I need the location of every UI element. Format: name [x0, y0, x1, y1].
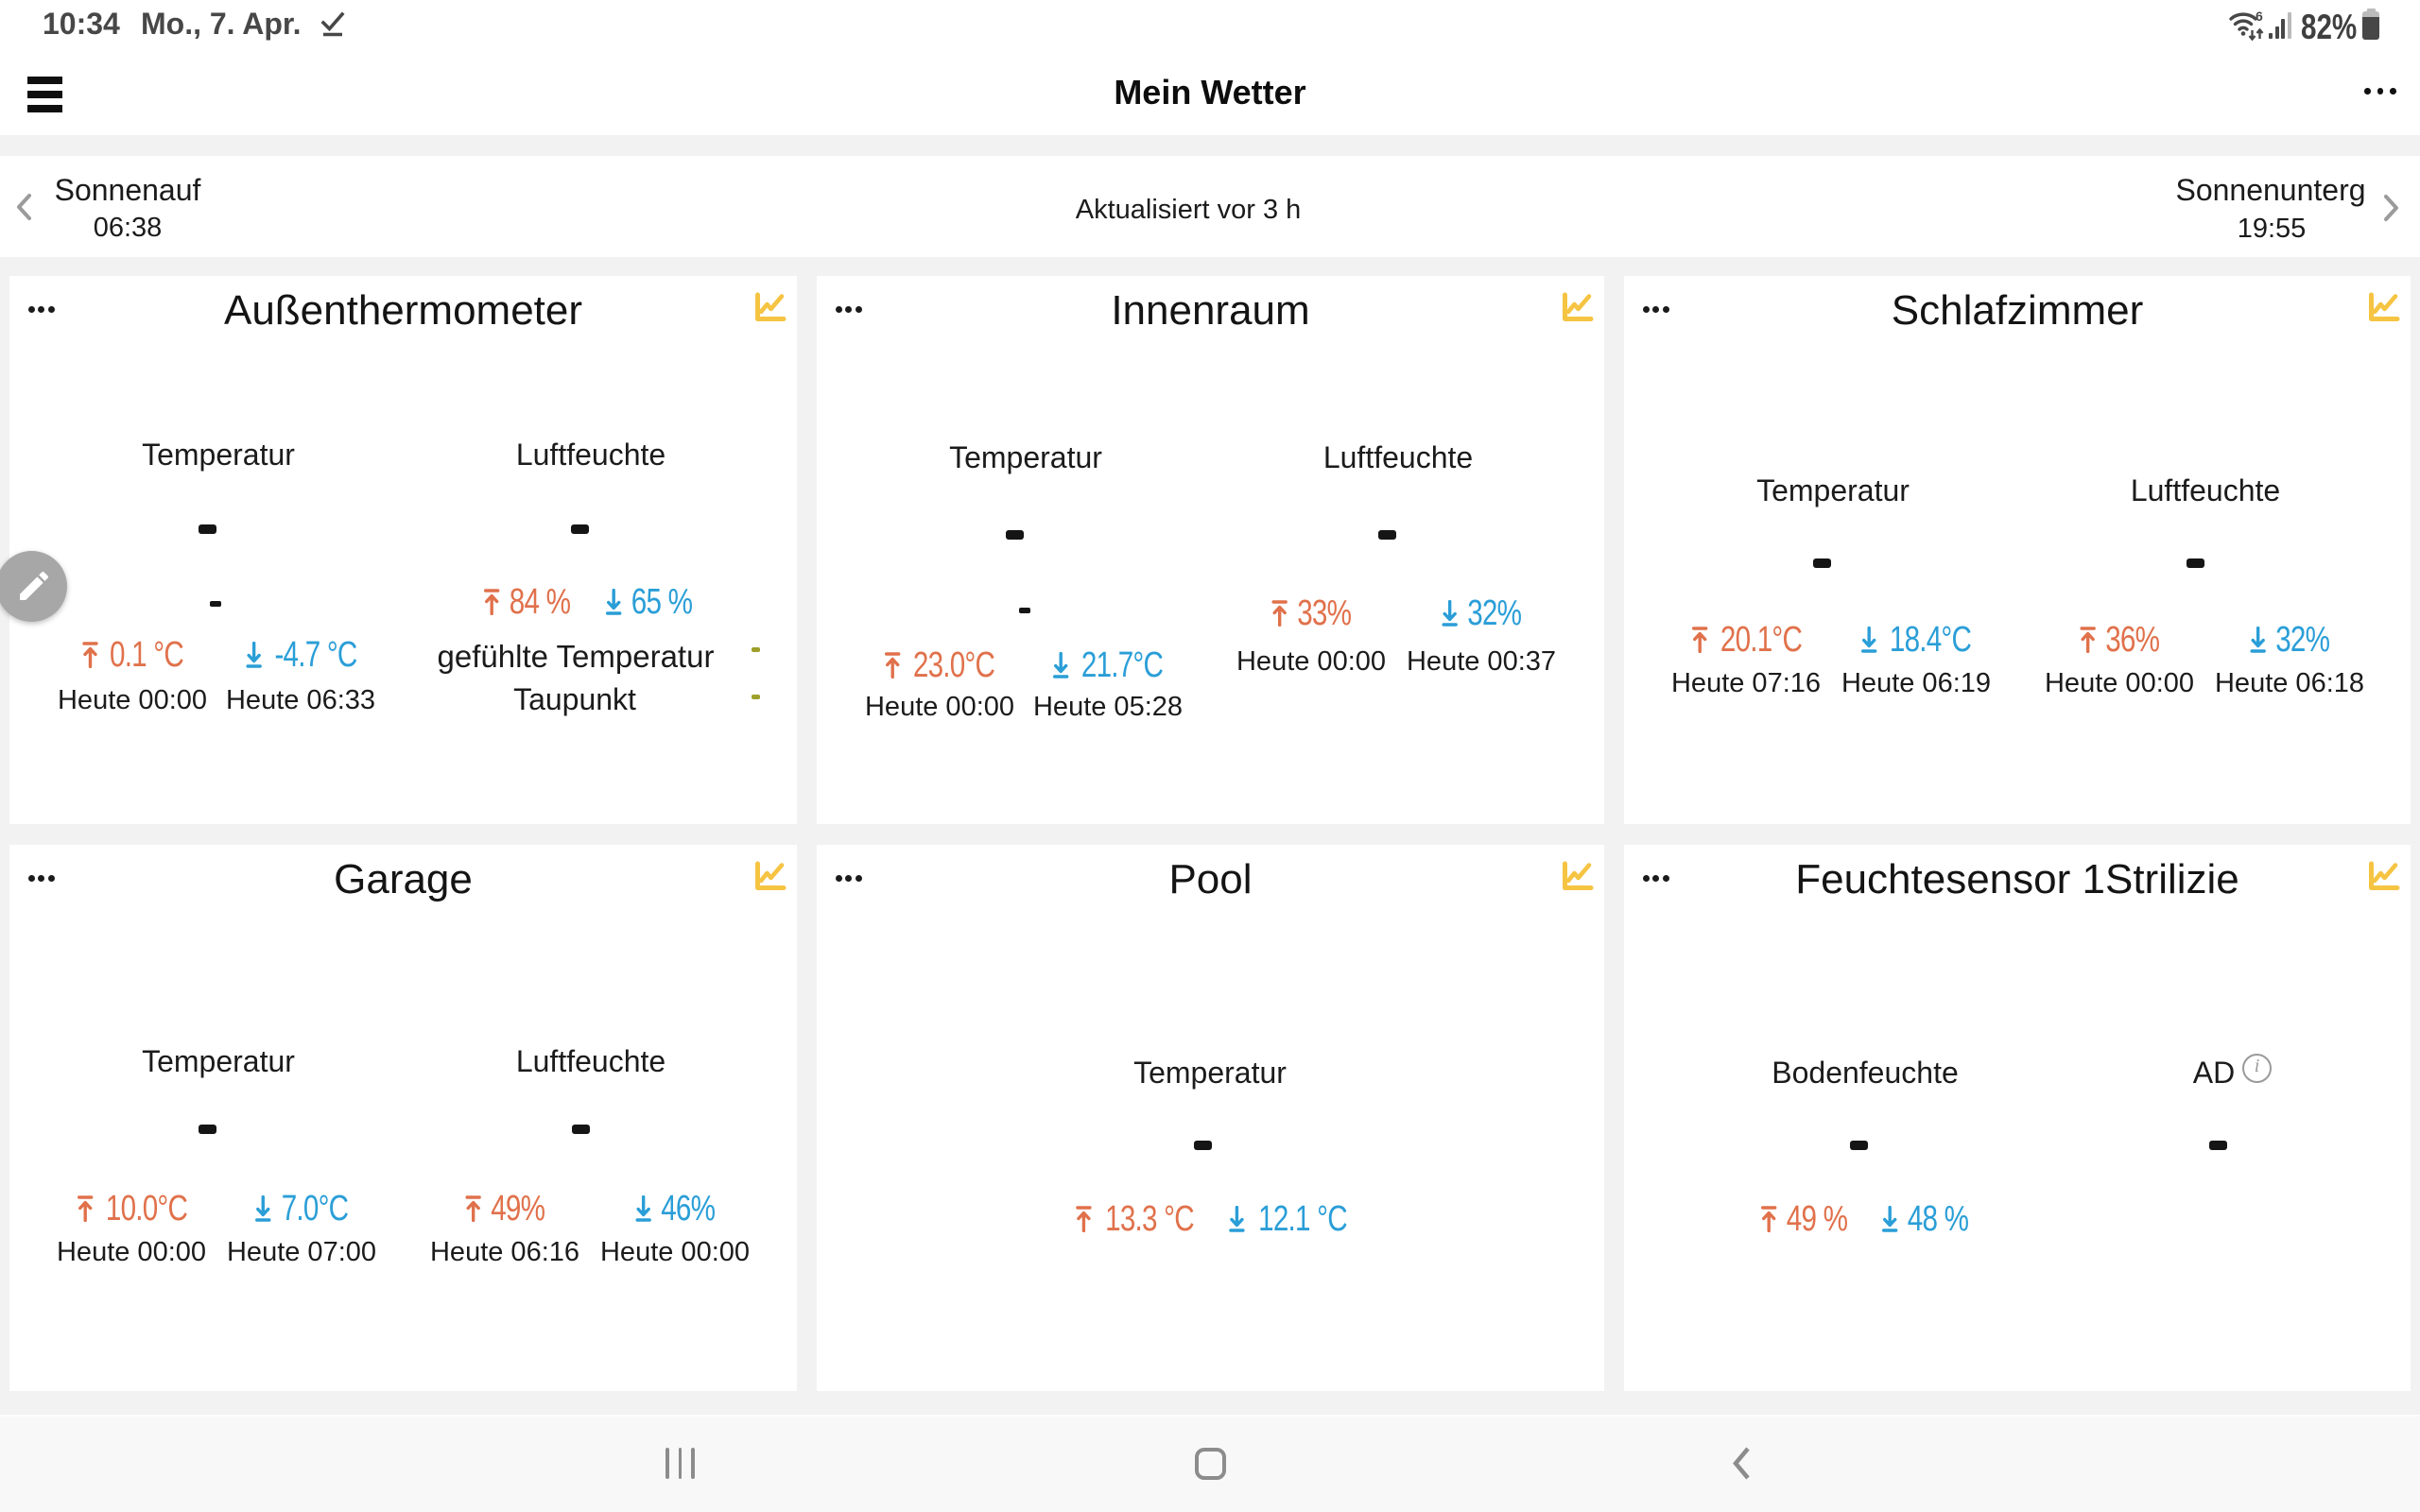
svg-text:6: 6	[2256, 9, 2263, 24]
